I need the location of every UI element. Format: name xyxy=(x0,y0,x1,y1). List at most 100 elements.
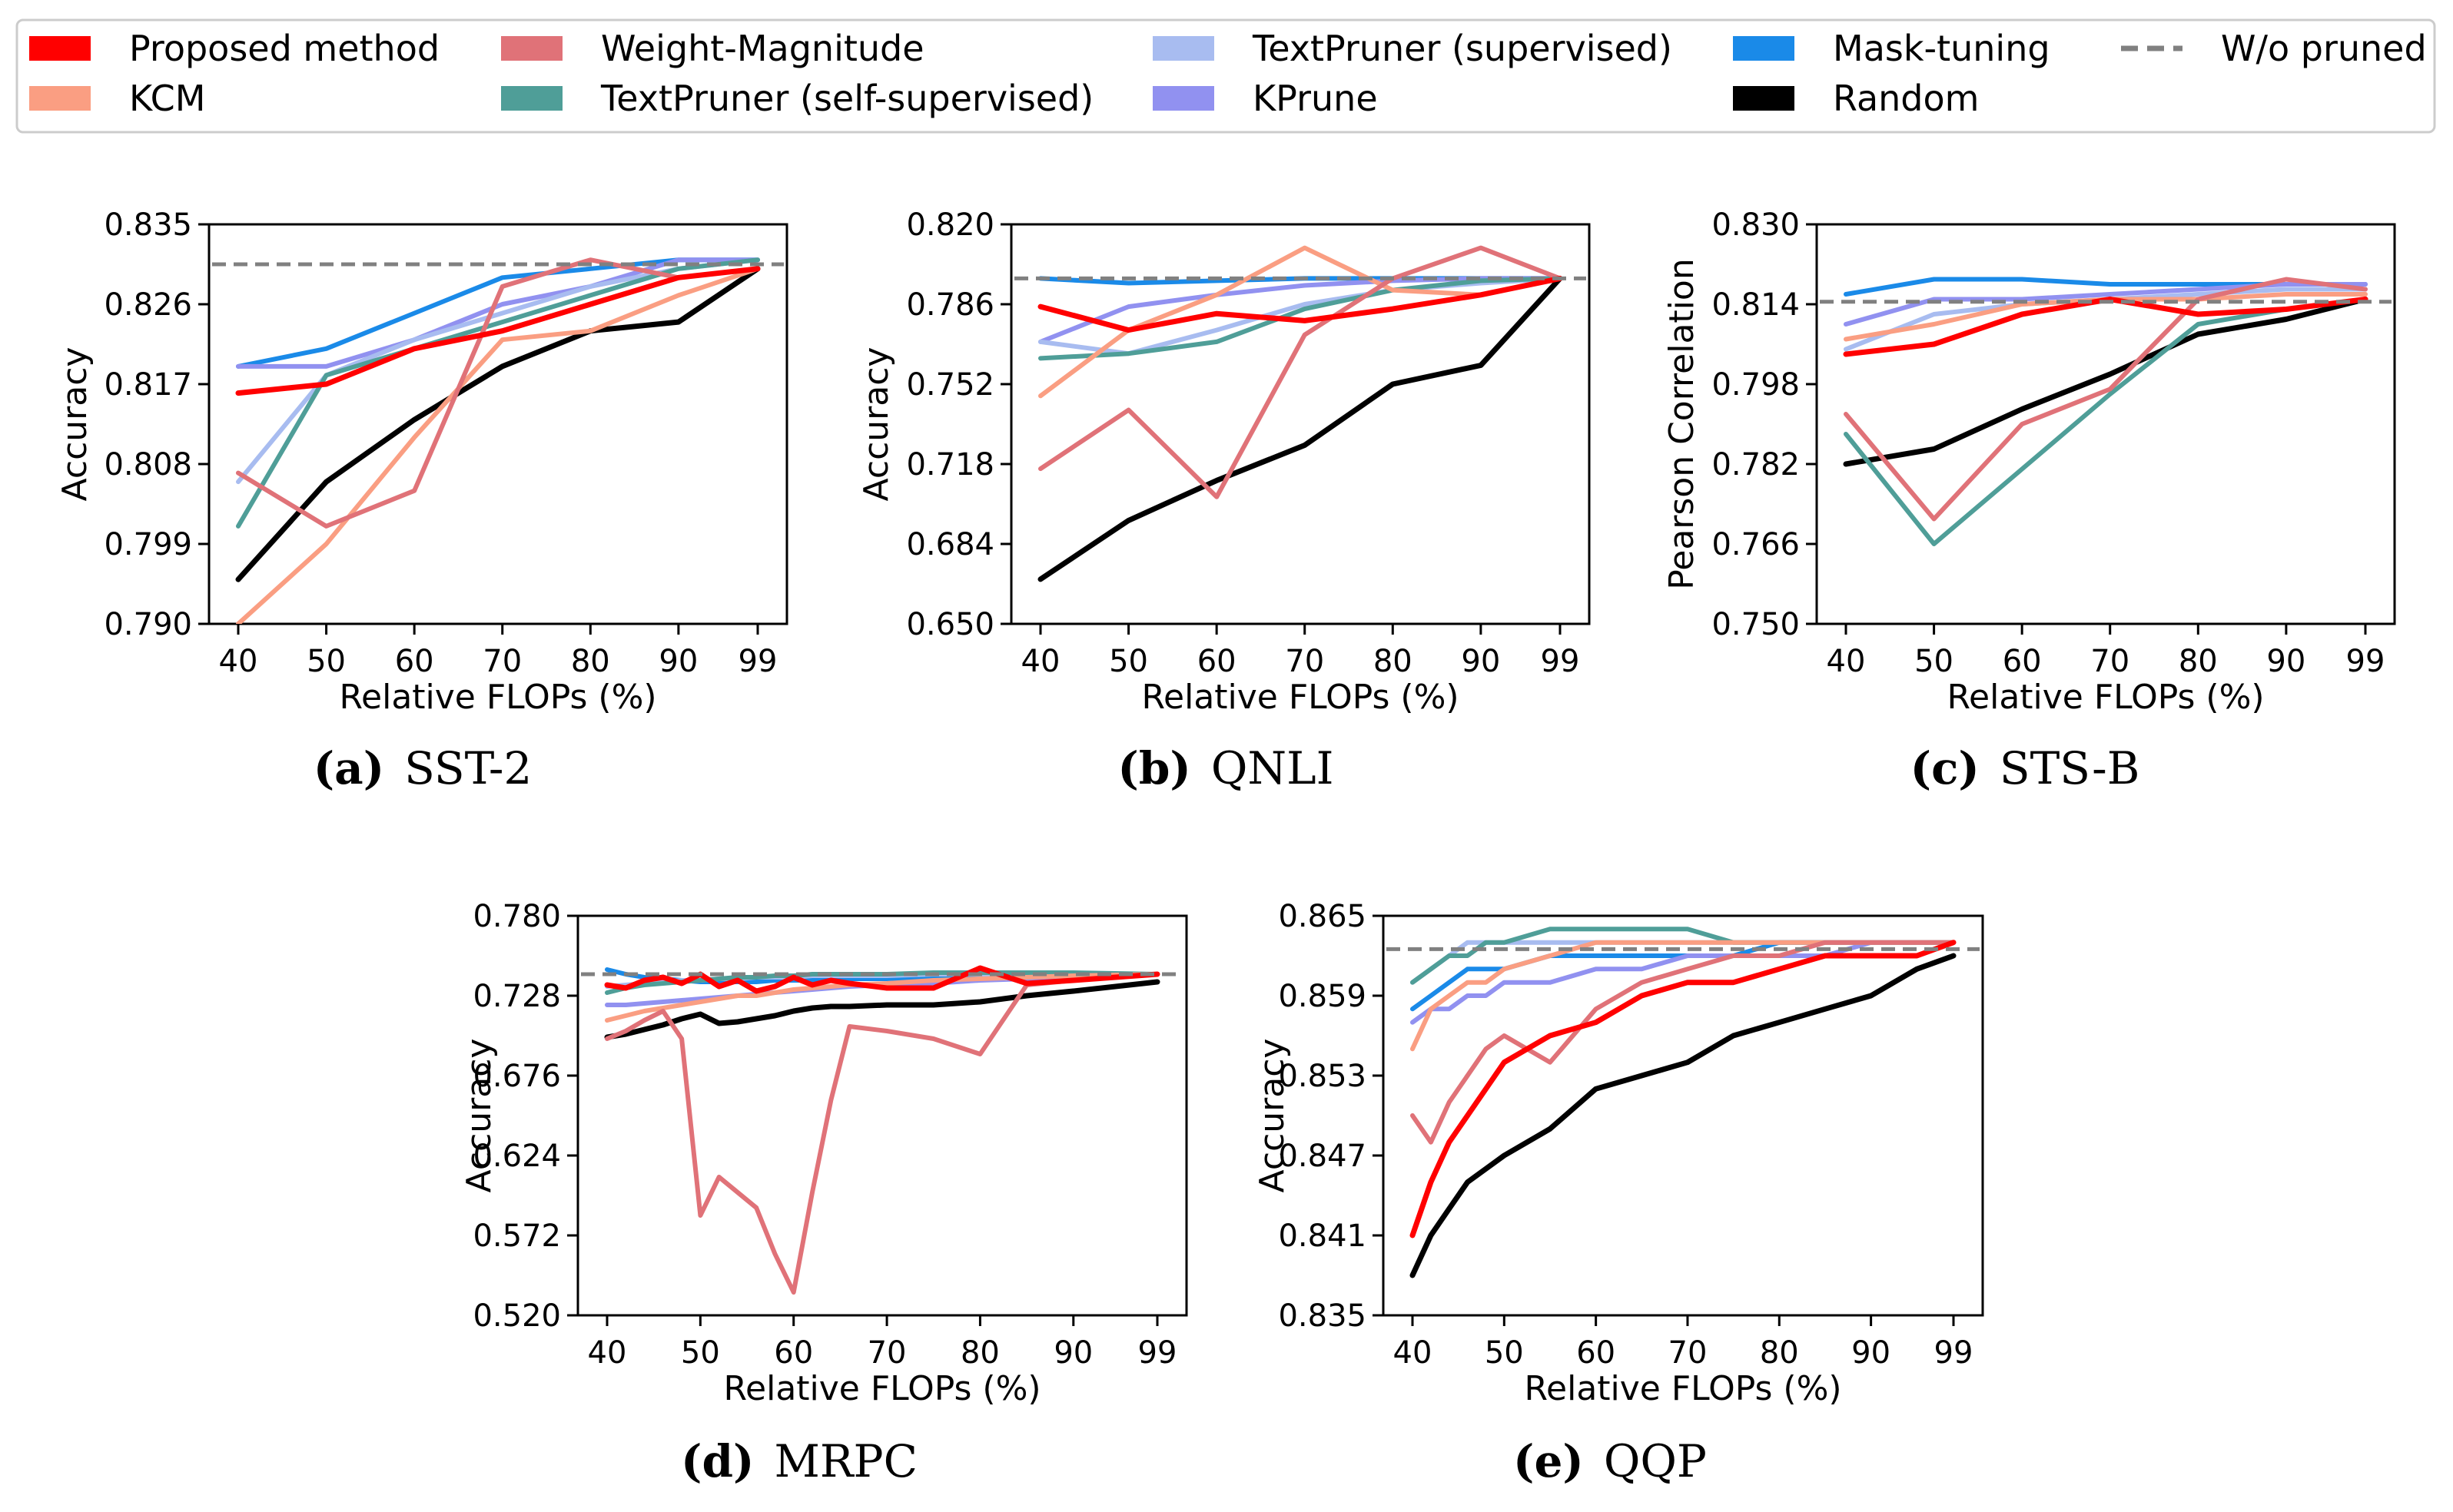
x-tick-label: 50 xyxy=(1485,1335,1524,1371)
legend-swatch xyxy=(1153,36,1214,61)
y-tick-label: 0.859 xyxy=(1278,979,1366,1014)
x-tick-label: 70 xyxy=(1668,1335,1708,1371)
legend-label: Proposed method xyxy=(129,28,440,69)
y-tick-label: 0.752 xyxy=(906,367,994,403)
x-tick-label: 90 xyxy=(1851,1335,1890,1371)
legend-label: KCM xyxy=(129,78,205,119)
y-tick-label: 0.782 xyxy=(1711,447,1800,482)
legend-swatch xyxy=(1733,36,1794,61)
x-tick-label: 50 xyxy=(681,1335,720,1371)
x-tick-label: 40 xyxy=(588,1335,627,1371)
legend-swatch xyxy=(1153,86,1214,111)
y-tick-label: 0.676 xyxy=(473,1059,561,1094)
x-axis-label: Relative FLOPs (%) xyxy=(339,678,656,717)
x-tick-label: 40 xyxy=(1021,644,1061,679)
y-tick-label: 0.865 xyxy=(1278,899,1366,934)
x-tick-label: 70 xyxy=(1285,644,1324,679)
panel-qnli: 40 50 60 70 80 90 99 0.650 0.684 0.718 0.752 0.786 0… xyxy=(857,207,1591,794)
legend-swatch xyxy=(501,86,563,111)
caption-letter: (a) xyxy=(314,742,384,794)
x-tick-label: 60 xyxy=(2003,644,2042,679)
legend-swatch xyxy=(29,86,91,111)
legend-label: TextPruner (supervised) xyxy=(1252,28,1672,69)
y-tick-label: 0.817 xyxy=(104,367,192,403)
series-line-random xyxy=(235,266,761,582)
y-tick-label: 0.808 xyxy=(104,447,192,482)
y-tick-label: 0.835 xyxy=(104,207,192,243)
y-tick-label: 0.766 xyxy=(1711,527,1800,562)
x-tick-label: 50 xyxy=(1109,644,1148,679)
x-tick-label: 40 xyxy=(219,644,258,679)
legend-label: Weight-Magnitude xyxy=(601,28,924,69)
series-line-random xyxy=(1409,953,1957,1278)
series-group xyxy=(212,257,784,624)
panel-caption: (d) MRPC xyxy=(681,1435,918,1487)
caption-letter: (b) xyxy=(1117,742,1190,794)
y-tick-label: 0.826 xyxy=(104,287,192,323)
y-tick-label: 0.624 xyxy=(473,1139,561,1174)
x-tick-label: 90 xyxy=(1054,1335,1093,1371)
plot-area xyxy=(1382,914,1984,1317)
x-tick-label: 80 xyxy=(1760,1335,1799,1371)
caption-title: QQP xyxy=(1604,1435,1707,1487)
y-axis-label: Accuracy xyxy=(460,1039,499,1193)
series-line-proposed-method xyxy=(1409,940,1957,1238)
x-tick-label: 99 xyxy=(1541,644,1580,679)
series-line-kprune xyxy=(1844,282,2368,327)
x-tick-label: 70 xyxy=(2090,644,2129,679)
y-axis-label: Accuracy xyxy=(55,347,95,502)
x-tick-label: 99 xyxy=(739,644,778,679)
panel-qqp: 40 50 60 70 80 90 99 0.835 0.841 0.847 0.853 0.859 0… xyxy=(1253,899,1984,1487)
series-line-weight-magnitude xyxy=(1410,940,1956,1145)
legend-entry-weight-magnitude: Weight-Magnitude xyxy=(501,28,924,69)
series-line-textpruner-self-supervised xyxy=(236,257,760,529)
series-group xyxy=(1014,245,1586,582)
panel-caption: (e) QQP xyxy=(1513,1435,1707,1487)
series-line-random xyxy=(1037,275,1563,582)
series-line-random xyxy=(604,979,1160,1040)
y-tick-label: 0.835 xyxy=(1278,1298,1366,1334)
x-tick-label: 60 xyxy=(774,1335,813,1371)
series-line-weight-magnitude xyxy=(605,972,1160,1295)
x-tick-label: 80 xyxy=(2179,644,2218,679)
y-tick-label: 0.799 xyxy=(104,527,192,562)
caption-title: STS-B xyxy=(2000,742,2140,794)
series-line-kprune xyxy=(236,257,760,369)
series-line-weight-magnitude xyxy=(1844,277,2368,522)
x-tick-label: 90 xyxy=(2266,644,2305,679)
legend-entry-proposed-method: Proposed method xyxy=(29,28,440,69)
x-axis-label: Relative FLOPs (%) xyxy=(1524,1369,1841,1408)
x-tick-label: 70 xyxy=(483,644,522,679)
legend-entry-random: Random xyxy=(1733,78,1979,119)
y-tick-label: 0.830 xyxy=(1711,207,1800,243)
series-line-textpruner-self-supervised xyxy=(1038,276,1562,361)
y-tick-label: 0.820 xyxy=(906,207,994,243)
panel-mrpc: 40 50 60 70 80 90 99 0.520 0.572 0.624 0.676 0.728 0… xyxy=(460,899,1188,1487)
legend-swatch xyxy=(1733,86,1794,111)
caption-title: MRPC xyxy=(774,1435,917,1487)
x-tick-label: 80 xyxy=(961,1335,1000,1371)
legend-label: Mask-tuning xyxy=(1833,28,2050,69)
y-tick-label: 0.650 xyxy=(906,607,994,642)
legend-label: KPrune xyxy=(1253,78,1378,119)
panel-sst-2: 40 50 60 70 80 90 99 0.790 0.799 0.808 0.817 0.826 0… xyxy=(55,207,788,794)
x-tick-label: 60 xyxy=(1576,1335,1615,1371)
panel-caption: (c) STS-B xyxy=(1910,742,2140,794)
caption-letter: (e) xyxy=(1513,1435,1584,1487)
caption-letter: (d) xyxy=(681,1435,754,1487)
x-axis-label: Relative FLOPs (%) xyxy=(1141,678,1459,717)
y-tick-label: 0.718 xyxy=(906,447,994,482)
legend-entry-textpruner-self-supervised: TextPruner (self-supervised) xyxy=(501,78,1094,119)
series-line-weight-magnitude xyxy=(1038,245,1562,499)
legend-entry-mask-tuning: Mask-tuning xyxy=(1733,28,2050,69)
series-line-proposed-method xyxy=(235,266,761,396)
y-tick-label: 0.572 xyxy=(473,1219,561,1254)
panel-caption: (a) SST-2 xyxy=(314,742,533,794)
series-line-kcm xyxy=(605,972,1160,1023)
x-tick-label: 90 xyxy=(1461,644,1500,679)
series-group xyxy=(581,965,1183,1295)
x-tick-label: 50 xyxy=(1914,644,1953,679)
legend-swatch xyxy=(501,36,563,61)
legend-entry-textpruner-supervised: TextPruner (supervised) xyxy=(1153,28,1672,69)
